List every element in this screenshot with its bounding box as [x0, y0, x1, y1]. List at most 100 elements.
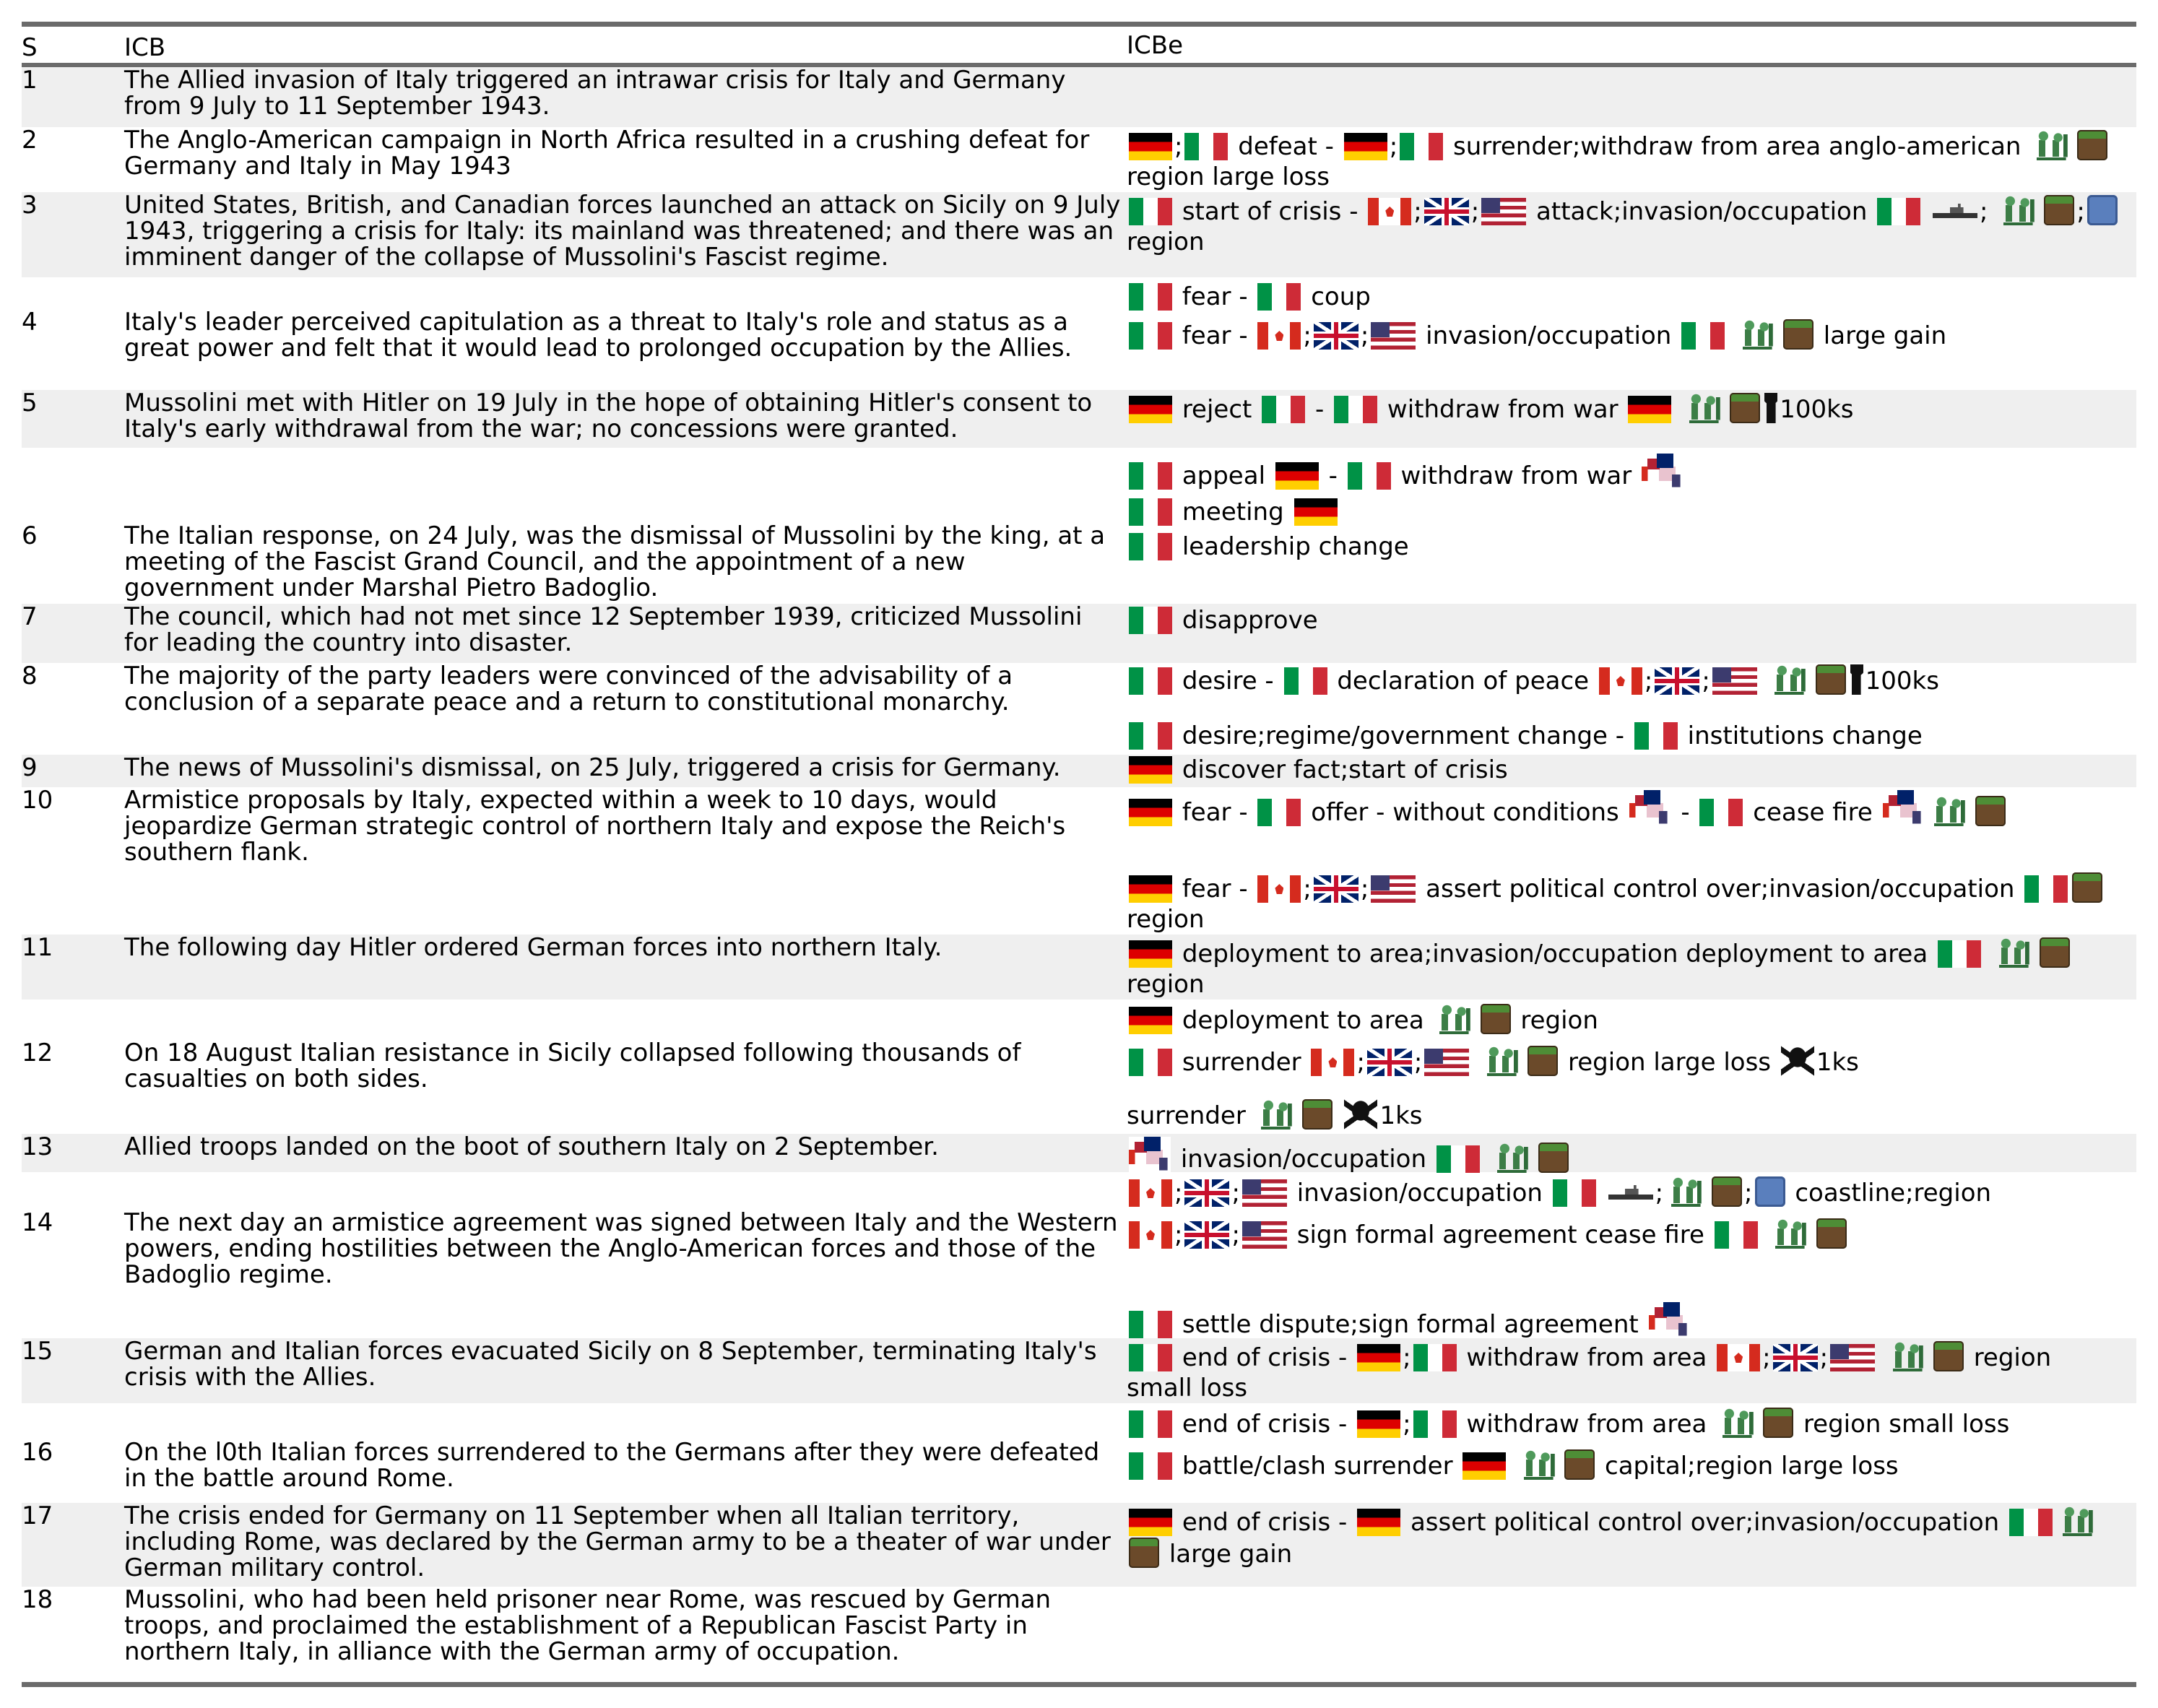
land-block-icon	[1480, 1004, 1511, 1034]
icbe-event: end of crisis - ; withdraw from area ;; …	[1127, 1338, 2136, 1373]
icbe-cell: desire - declaration of peace ;; 100ks d…	[1127, 663, 2136, 755]
soldiers-icon	[1886, 1341, 1929, 1371]
icbe-cell: deployment to area region surrender ;; r…	[1127, 1000, 2136, 1134]
italy-flag-icon	[1877, 198, 1921, 225]
icbe-cell: fear - coup fear - ;; invasion/occupatio…	[1127, 277, 2136, 390]
usa-flag-icon	[1712, 667, 1757, 695]
germany-flag-icon	[1628, 396, 1672, 423]
icbe-event: discover fact;start of crisis	[1127, 755, 2136, 785]
icb-text: The next day an armistice agreement was …	[124, 1208, 1118, 1289]
icbe-event: leadership change	[1127, 532, 2136, 562]
italy-flag-icon	[1681, 322, 1725, 350]
italy-flag-icon	[1129, 198, 1172, 225]
icbe-cell: appeal - withdraw from war meeting leade…	[1127, 448, 2136, 604]
land-block-icon	[1816, 1218, 1847, 1249]
uk-flag-icon	[1313, 322, 1358, 350]
icbe-cell: discover fact;start of crisis	[1127, 755, 2136, 787]
icb-text: The following day Hitler ordered German …	[124, 933, 942, 962]
icbe-event: start of crisis - ;; attack;invasion/occ…	[1127, 192, 2136, 227]
header-icbe: ICBe	[1127, 31, 1184, 60]
icbe-event: surrender 1ks	[1127, 1099, 2136, 1131]
icb-text: The council, which had not met since 12 …	[124, 602, 1083, 657]
land-block-icon	[1763, 1408, 1794, 1438]
row-number: 18	[22, 1585, 53, 1614]
icb-text: The Allied invasion of Italy triggered a…	[124, 66, 1066, 121]
germany-flag-icon	[1343, 133, 1387, 160]
uk-flag-icon	[1184, 1179, 1230, 1207]
row-number: 3	[22, 191, 38, 220]
icbe-cell: start of crisis - ;; attack;invasion/occ…	[1127, 192, 2136, 277]
germany-flag-icon	[1275, 462, 1319, 490]
italy-flag-icon	[1129, 722, 1172, 750]
icbe-event: appeal - withdraw from war	[1127, 448, 2136, 491]
table-row: 7 The council, which had not met since 1…	[22, 604, 2136, 663]
soldiers-icon	[1769, 1218, 1812, 1249]
icbe-event: end of crisis - assert political control…	[1127, 1503, 2136, 1538]
table-row: 10 Armistice proposals by Italy, expecte…	[22, 787, 2136, 935]
row-number: 2	[22, 126, 38, 155]
land-block-icon	[1933, 1341, 1964, 1371]
germany-flag-icon	[1129, 1007, 1172, 1034]
row-number: 8	[22, 662, 38, 690]
soldiers-icon	[1434, 1004, 1476, 1034]
germany-flag-icon	[1357, 1344, 1401, 1371]
usa-flag-icon	[1242, 1179, 1287, 1207]
land-block-icon	[2039, 937, 2070, 968]
row-number: 17	[22, 1501, 53, 1530]
soldiers-icon	[1518, 1449, 1561, 1480]
icbe-event-cont: region large loss	[1127, 162, 1330, 191]
icbe-cell: ; defeat - ; surrender;withdraw from are…	[1127, 127, 2136, 192]
germany-flag-icon	[1357, 1509, 1401, 1536]
icbe-event-cont: small loss	[1127, 1374, 1248, 1403]
icbe-event-cont: region	[1127, 227, 1205, 256]
icb-text: The news of Mussolini's dismissal, on 25…	[124, 753, 1061, 782]
land-block-icon	[1975, 796, 2006, 826]
soldiers-icon	[1665, 1176, 1708, 1207]
icbe-cell: ;; invasion/occupation ;; coastline;regi…	[1127, 1172, 2136, 1339]
icbe-cell: disapprove	[1127, 604, 2136, 663]
germany-flag-icon	[1129, 756, 1172, 784]
table-row: 8 The majority of the party leaders were…	[22, 663, 2136, 755]
table-row: 16 On the l0th Italian forces surrendere…	[22, 1403, 2136, 1503]
icbe-cell: end of crisis - assert political control…	[1127, 1503, 2136, 1587]
soldiers-icon	[1928, 796, 1971, 826]
table-top-rule	[22, 22, 2136, 27]
row-number: 10	[22, 786, 53, 815]
land-block-icon	[1538, 1143, 1569, 1173]
italy-flag-icon	[1436, 1145, 1480, 1173]
icbe-event: surrender ;; region large loss 1ks	[1127, 1046, 2136, 1078]
table-row: 3 United States, British, and Canadian f…	[22, 192, 2136, 277]
icbe-event: fear - ;; invasion/occupation large gain	[1127, 319, 2136, 351]
icbe-event: reject - withdraw from war 100ks	[1127, 390, 2136, 425]
header-icb: ICB	[124, 33, 166, 62]
soldiers-icon	[1684, 393, 1726, 423]
header-rule	[22, 63, 2136, 67]
italy-flag-icon	[1129, 533, 1172, 560]
table-row: 6 The Italian response, on 24 July, was …	[22, 448, 2136, 604]
italy-flag-icon	[1257, 799, 1301, 826]
italy-flag-icon	[1283, 667, 1327, 695]
table-row: 17 The crisis ended for Germany on 11 Se…	[22, 1503, 2136, 1587]
soldiers-icon	[1255, 1099, 1298, 1130]
soldiers-icon	[1717, 1408, 1759, 1438]
row-number: 14	[22, 1208, 53, 1237]
italy-flag-icon	[1129, 667, 1172, 695]
italy-flag-icon	[1129, 322, 1172, 350]
allies-flag-icon	[1882, 790, 1925, 826]
row-number: 1	[22, 66, 38, 95]
italy-flag-icon	[1129, 462, 1172, 490]
germany-flag-icon	[1462, 1452, 1507, 1480]
icbe-event: desire;regime/government change - instit…	[1127, 721, 2136, 751]
soldiers-icon	[2057, 1506, 2100, 1536]
table-row: 14 The next day an armistice agreement w…	[22, 1172, 2136, 1339]
canada-flag-icon	[1257, 875, 1301, 903]
table-row: 15 German and Italian forces evacuated S…	[22, 1338, 2136, 1403]
land-block-icon	[1782, 319, 1814, 350]
germany-flag-icon	[1294, 498, 1338, 526]
icbe-event-cont: large gain	[1127, 1538, 2136, 1569]
italy-flag-icon	[1262, 396, 1306, 423]
icbe-event: ;; sign formal agreement cease fire	[1127, 1218, 2136, 1250]
allies-flag-icon	[1642, 454, 1684, 490]
icbe-event: fear - offer - without conditions - ceas…	[1127, 787, 2136, 828]
icb-text: The majority of the party leaders were c…	[124, 662, 1013, 716]
